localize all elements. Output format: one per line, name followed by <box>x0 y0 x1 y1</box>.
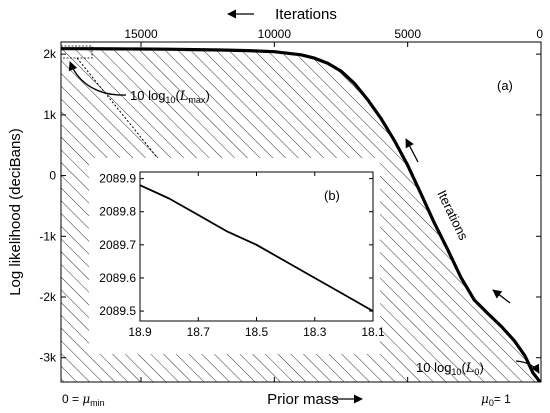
main-plot-frame <box>60 41 542 383</box>
min-annotation-arrow <box>515 360 540 374</box>
inset-ticks: 2089.9 2089.8 2089.7 2089.6 2089.5 18.9 18.7 18… <box>99 172 385 339</box>
y-tick-label: -1k <box>39 229 57 243</box>
min-likelihood-annotation: 10 log10(L0) <box>416 360 484 377</box>
inset-y-tick-label: 2089.6 <box>99 271 136 285</box>
inset-y-tick-label: 2089.8 <box>99 205 136 219</box>
main-series-line <box>61 47 541 382</box>
x-axis-label: Prior mass <box>267 391 339 408</box>
y-tick-label: 0 <box>49 169 56 183</box>
max-annotation-arrow <box>68 61 127 96</box>
inset-x-tick-label: 18.3 <box>303 325 327 339</box>
inset-x-tick-label: 18.9 <box>128 325 152 339</box>
zoom-connector-line <box>76 57 173 177</box>
y-tick-label: -2k <box>39 290 57 304</box>
inset-x-tick-label: 18.7 <box>187 325 211 339</box>
inset-y-tick-label: 2089.7 <box>99 238 136 252</box>
inset-x-tick-label: 18.1 <box>361 325 385 339</box>
x-right-endpoint-label: μ0= 1 <box>481 392 511 408</box>
inset-y-tick-label: 2089.5 <box>99 304 136 318</box>
panel-label-a: (a) <box>497 78 513 93</box>
curve-arrow-upper <box>405 138 419 163</box>
panel-label-b: (b) <box>324 188 340 203</box>
x-top-tick-label: 5000 <box>394 27 421 41</box>
x-top-tick-label: 10000 <box>258 27 292 41</box>
y-axis-label: Log likelihood (deciBans) <box>7 128 24 296</box>
inset-series-line <box>139 184 374 312</box>
curve-arrow-lower <box>492 289 511 304</box>
max-likelihood-annotation: 10 log10(Lmax) <box>130 88 210 105</box>
x-top-tick-label: 15000 <box>124 27 158 41</box>
y-tick-label: 2k <box>43 47 57 61</box>
y-tick-label: -3k <box>39 351 57 365</box>
top-axis-label: Iterations <box>275 6 337 23</box>
inset-y-tick-label: 2089.9 <box>99 172 136 186</box>
y-tick-label: 1k <box>43 108 57 122</box>
inset-x-tick-label: 18.5 <box>245 325 269 339</box>
x-top-tick-label: 0 <box>536 27 543 41</box>
x-left-endpoint-label: 0 = μmin <box>62 392 105 408</box>
inset-plot-frame <box>139 171 374 322</box>
main-ticks: 2k 1k 0 -1k -2k -3k 15000 10000 5000 0 <box>39 27 543 382</box>
inset-chart: 2089.9 2089.8 2089.7 2089.6 2089.5 18.9 18.7 18… <box>89 158 385 354</box>
zoom-region-box <box>60 45 93 59</box>
